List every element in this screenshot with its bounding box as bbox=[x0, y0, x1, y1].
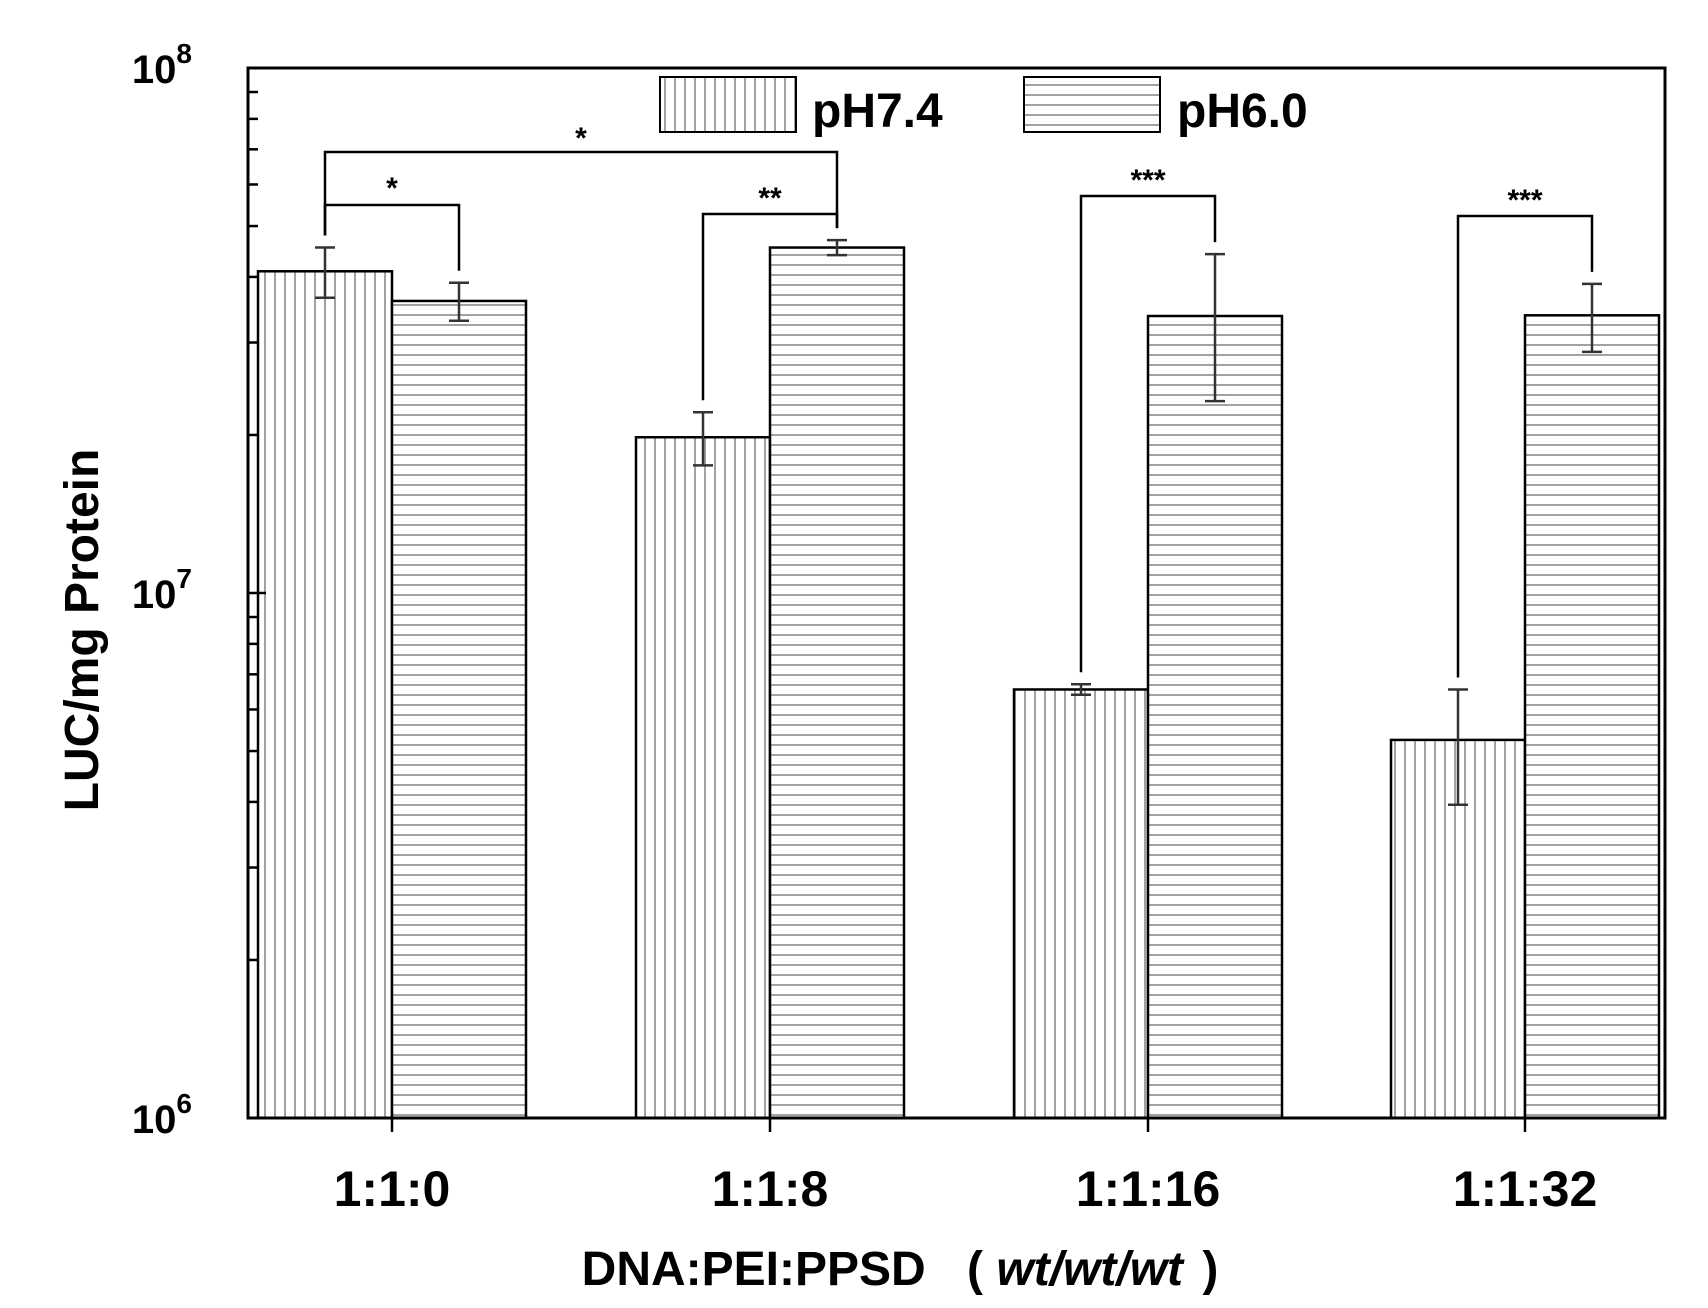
error-bar-1-1-16-pH60 bbox=[1205, 252, 1225, 403]
x-tick-label-3: 1:1:16 bbox=[1076, 1161, 1221, 1217]
y-axis-title: LUC/mg Protein bbox=[56, 449, 109, 812]
significance-label-1: * bbox=[386, 172, 398, 205]
x-axis-title: DNA:PEI:PPSD ( wt/wt/wt ) bbox=[582, 1243, 1219, 1296]
y-tick-label-1e7: 107 bbox=[132, 563, 192, 617]
error-bar-1-1-8-pH60 bbox=[827, 238, 847, 257]
error-bar-1-1-0-pH60 bbox=[449, 281, 469, 323]
significance-label-5: *** bbox=[1507, 184, 1542, 217]
x-axis-title-paren-close: ) bbox=[1202, 1243, 1218, 1296]
significance-label-4: *** bbox=[1130, 164, 1165, 197]
bar-1-1-0-pH60 bbox=[390, 299, 528, 1120]
error-bar-1-1-16-pH74 bbox=[1071, 683, 1091, 697]
x-axis-title-paren-open: ( bbox=[967, 1243, 983, 1296]
y-tick-label-1e6: 106 bbox=[132, 1088, 192, 1142]
bar-1-1-8-pH60 bbox=[768, 246, 906, 1120]
axes: 106 107 108 1:1:0 1:1:8 1:1:16 1:1:32 bbox=[132, 38, 1667, 1217]
error-bar-1-1-32-pH60 bbox=[1582, 282, 1602, 354]
x-axis-title-units: wt/wt/wt bbox=[996, 1243, 1185, 1296]
significance-label-3: ** bbox=[758, 182, 782, 215]
legend-label-ph60: pH6.0 bbox=[1177, 85, 1308, 138]
bar-1-1-16-pH60 bbox=[1146, 314, 1284, 1120]
significance-bracket-5 bbox=[1456, 214, 1594, 678]
bar-1-1-32-pH60 bbox=[1523, 314, 1661, 1120]
bar-1-1-16-pH74 bbox=[1012, 688, 1150, 1120]
significance-bracket-1 bbox=[323, 203, 461, 271]
legend: pH7.4 pH6.0 bbox=[659, 76, 1308, 138]
significance-bracket-4 bbox=[1079, 194, 1217, 673]
significance-label-2: * bbox=[575, 122, 587, 155]
error-bar-1-1-32-pH74 bbox=[1448, 688, 1468, 807]
legend-swatch-ph60 bbox=[1023, 76, 1161, 133]
significance-bracket-3 bbox=[701, 212, 839, 401]
x-tick-label-4: 1:1:32 bbox=[1453, 1161, 1598, 1217]
bars bbox=[256, 238, 1661, 1120]
x-tick-label-2: 1:1:8 bbox=[712, 1161, 829, 1217]
error-bar-1-1-8-pH74 bbox=[693, 410, 713, 467]
x-axis-title-main: DNA:PEI:PPSD bbox=[582, 1243, 926, 1296]
error-bar-1-1-0-pH74 bbox=[315, 246, 335, 300]
y-tick-label-1e8: 108 bbox=[132, 38, 192, 92]
x-tick-label-1: 1:1:0 bbox=[334, 1161, 451, 1217]
significance-bracket-2 bbox=[323, 150, 839, 236]
legend-swatch-ph74 bbox=[659, 76, 797, 133]
bar-1-1-8-pH74 bbox=[634, 436, 772, 1120]
bar-1-1-0-pH74 bbox=[256, 270, 394, 1120]
legend-label-ph74: pH7.4 bbox=[812, 85, 943, 138]
significance-brackets: ********** bbox=[323, 122, 1594, 678]
